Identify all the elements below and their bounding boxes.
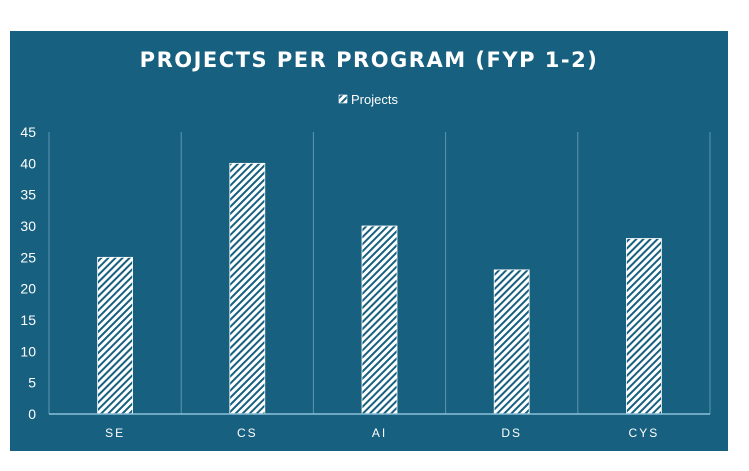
y-tick-label: 20 <box>20 281 36 297</box>
y-tick-label: 40 <box>20 155 36 171</box>
bar-se <box>97 256 133 415</box>
grid-lines <box>48 132 711 414</box>
y-tick-label: 30 <box>20 218 36 234</box>
bar-ai <box>361 225 398 415</box>
x-tick-label: CYS <box>629 426 660 440</box>
x-tick-label: DS <box>501 426 522 440</box>
y-tick-label: 25 <box>20 249 36 265</box>
bars <box>97 162 662 415</box>
legend-swatch <box>338 94 348 104</box>
y-axis: 0 5 10 15 20 25 30 35 40 45 <box>20 124 36 422</box>
y-tick-label: 45 <box>20 124 36 140</box>
bar-cys <box>626 238 662 415</box>
bar-ds <box>493 269 530 415</box>
x-tick-label: CS <box>237 426 258 440</box>
legend-label: Projects <box>351 92 398 107</box>
y-tick-label: 5 <box>28 375 36 391</box>
bar-cs <box>229 162 266 415</box>
x-tick-label: SE <box>105 426 125 440</box>
legend: Projects <box>338 92 398 107</box>
x-axis: SE CS AI DS CYS <box>49 413 710 440</box>
y-tick-label: 10 <box>20 343 36 359</box>
x-tick-label: AI <box>372 426 387 440</box>
y-tick-label: 0 <box>28 406 36 422</box>
chart-title: PROJECTS PER PROGRAM (FYP 1-2) <box>140 48 599 72</box>
y-tick-label: 15 <box>20 312 36 328</box>
y-tick-label: 35 <box>20 187 36 203</box>
